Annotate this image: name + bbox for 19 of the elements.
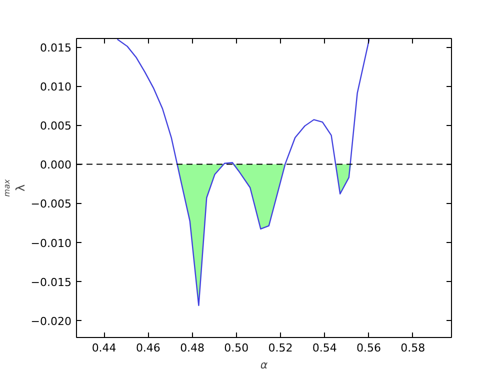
y-tick-label: 0.015 <box>40 42 72 55</box>
y-axis-title: λmax <box>2 179 28 197</box>
x-tick-label: 0.50 <box>224 342 249 354</box>
x-tick-label: 0.44 <box>92 342 116 354</box>
x-tick-label: 0.58 <box>400 342 426 354</box>
x-tick-label: 0.46 <box>136 342 160 354</box>
y-tick-label: −0.020 <box>30 314 72 328</box>
x-tick-label: 0.52 <box>268 342 293 354</box>
x-tick-label: 0.56 <box>356 342 382 354</box>
x-tick-label: 0.54 <box>312 342 337 354</box>
y-tick-label: −0.015 <box>30 276 72 289</box>
y-tick-label: −0.010 <box>30 236 72 250</box>
y-tick-label: −0.005 <box>30 198 72 211</box>
x-tick-label: 0.48 <box>180 342 205 354</box>
line-series <box>116 38 370 306</box>
y-tick-label: 0.010 <box>40 80 72 94</box>
y-tick-label: 0.005 <box>40 120 72 133</box>
y-tick-label: 0.000 <box>40 158 72 172</box>
x-axis-title: α <box>260 358 268 372</box>
